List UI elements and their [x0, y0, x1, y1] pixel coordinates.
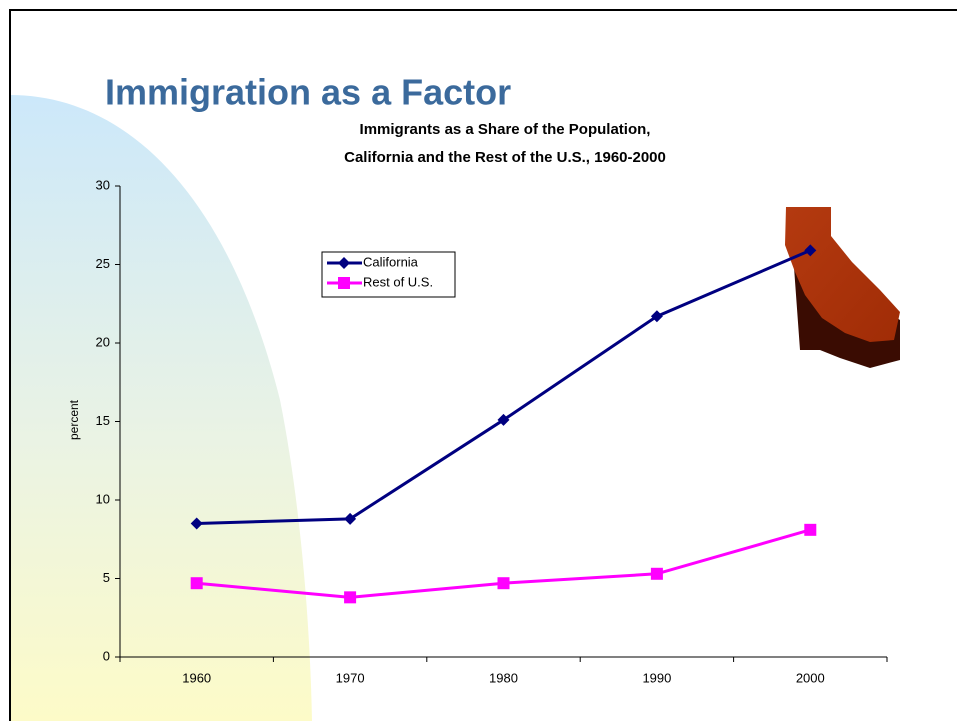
legend-marker [338, 257, 350, 269]
data-point [650, 310, 663, 323]
data-point [804, 523, 817, 536]
data-point [190, 577, 203, 590]
california-shape [785, 207, 900, 368]
x-tick-label: 1980 [489, 670, 518, 685]
slide-border [9, 9, 957, 721]
y-tick-label: 15 [96, 413, 110, 428]
y-axis-label: percent [67, 399, 81, 440]
legend-label: California [363, 254, 419, 269]
y-tick-label: 20 [96, 334, 110, 349]
legend-marker [338, 277, 350, 289]
chart-title: Immigrants as a Share of the Population, [360, 121, 651, 138]
x-tick-label: 1960 [182, 670, 211, 685]
y-tick-label: 5 [103, 570, 110, 585]
legend-label: Rest of U.S. [363, 274, 433, 289]
x-tick-label: 2000 [796, 670, 825, 685]
data-point [650, 567, 663, 580]
chart-title: California and the Rest of the U.S., 196… [344, 149, 666, 166]
slide-title: Immigration as a Factor [105, 72, 511, 113]
data-point [344, 591, 357, 604]
y-tick-label: 25 [96, 256, 110, 271]
y-tick-label: 10 [96, 491, 110, 506]
x-tick-label: 1990 [642, 670, 671, 685]
data-point [497, 577, 510, 590]
data-point [190, 517, 203, 530]
y-tick-label: 0 [103, 648, 110, 663]
background-shape [10, 95, 312, 721]
data-point [497, 413, 510, 426]
data-point [804, 244, 817, 257]
y-tick-label: 30 [96, 177, 110, 192]
data-point [344, 512, 357, 525]
x-tick-label: 1970 [336, 670, 365, 685]
